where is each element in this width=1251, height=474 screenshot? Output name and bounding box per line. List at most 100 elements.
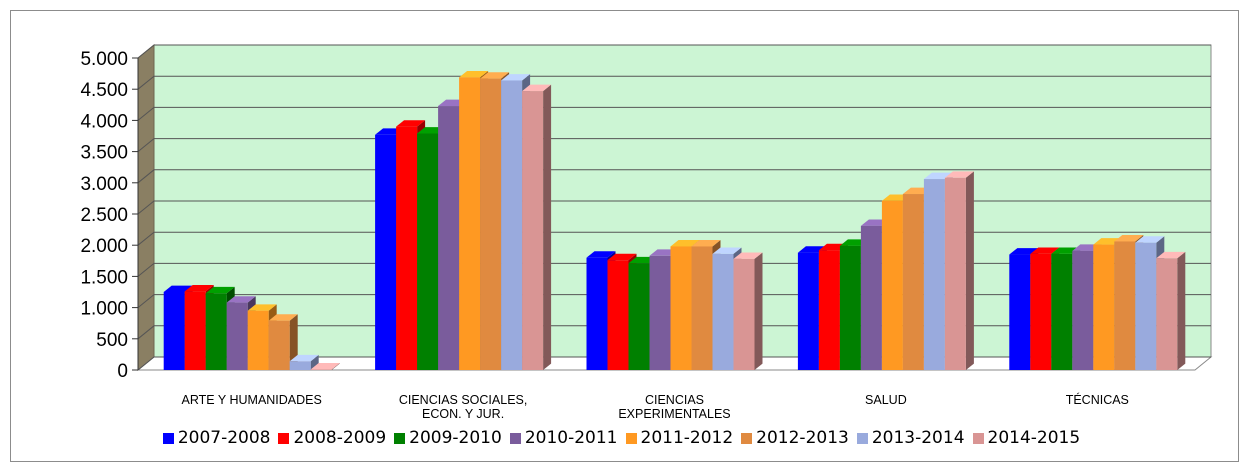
- bar-top: [1156, 251, 1186, 259]
- gridline: [137, 44, 1211, 59]
- bar-top: [1114, 235, 1144, 242]
- bar: [289, 354, 319, 370]
- legend-entry: 2009-2010: [394, 428, 502, 448]
- legend-swatch: [509, 432, 521, 444]
- bar-top: [163, 285, 193, 292]
- legend-label: 2013-2014: [871, 428, 965, 448]
- legend-swatch: [972, 432, 984, 444]
- bar: [522, 84, 552, 371]
- bar-front: [480, 78, 502, 370]
- bar-top: [712, 247, 742, 254]
- x-category-label-line: CIENCIAS SOCIALES,: [399, 393, 528, 407]
- x-category-label: CIENCIAS EXPERIMENTALES: [618, 393, 730, 421]
- y-tick-label: 500: [96, 330, 128, 351]
- bar-top: [247, 304, 277, 311]
- bar-top: [205, 286, 235, 294]
- bar-front: [205, 293, 227, 370]
- bar-front: [226, 302, 248, 370]
- bar-front: [797, 252, 819, 370]
- bar-front: [501, 80, 523, 371]
- y-tick-label: 0: [117, 361, 128, 382]
- legend-swatch: [162, 432, 174, 444]
- bar-front: [310, 369, 332, 370]
- y-tick-label: 2.500: [80, 205, 128, 226]
- bar-top: [289, 354, 319, 362]
- bar-front: [923, 179, 945, 370]
- bar-front: [268, 320, 290, 370]
- x-category-label: ARTE Y HUMANIDADES: [182, 393, 322, 407]
- bar: [944, 171, 974, 370]
- bar: [1156, 251, 1186, 370]
- bar-side: [965, 171, 974, 370]
- legend-entry: 2007-2008: [162, 428, 271, 448]
- y-axis-ticks: 0 500 1.000 1.500 2.000 2.500 3.000 3.500 4.000 4…: [80, 49, 128, 382]
- bar-front: [818, 250, 840, 370]
- legend-label: 2009-2010: [409, 428, 502, 448]
- x-category-label-line: CIENCIAS: [645, 393, 704, 407]
- bar-top: [1135, 236, 1165, 243]
- bar-top: [501, 74, 531, 81]
- gridline: [137, 231, 1211, 246]
- bar-side: [289, 314, 298, 370]
- y-tick-label: 4.500: [80, 80, 128, 101]
- legend-swatch: [394, 432, 406, 444]
- gridline: [137, 200, 1211, 215]
- legend-entry: 2014-2015: [972, 428, 1080, 448]
- legend-swatch: [625, 432, 637, 444]
- bar-top: [226, 296, 256, 303]
- x-category-label-line: TÉCNICAS: [1066, 392, 1129, 407]
- gridline: [137, 138, 1211, 152]
- bar-top: [522, 84, 552, 92]
- gridlines: [132, 44, 1211, 371]
- legend-entry: 2013-2014: [856, 428, 965, 448]
- bar-top: [184, 284, 214, 292]
- legend-entry: 2010-2011: [509, 428, 618, 448]
- bar-side: [754, 252, 763, 370]
- bar-top: [944, 171, 974, 178]
- bar-front: [459, 77, 481, 371]
- gridline: [137, 106, 1211, 121]
- legend-label: 2007-2008: [177, 428, 271, 448]
- bar-side: [543, 84, 552, 370]
- bar-front: [839, 245, 861, 370]
- bar-front: [607, 260, 629, 370]
- bar-top: [670, 240, 700, 247]
- bar-front: [184, 291, 206, 370]
- bar-front: [691, 246, 713, 370]
- x-category-label-line: EXPERIMENTALES: [618, 407, 730, 421]
- y-tick-label: 2.000: [80, 236, 128, 257]
- legend: 2007-2008 2008-2009 2009-2010 2010-2011 2011…: [0, 428, 1251, 448]
- x-category-label: CIENCIAS SOCIALES, ECON. Y JUR.: [399, 393, 528, 421]
- bar-front: [1051, 253, 1073, 370]
- y-tick-label: 5.000: [80, 49, 128, 70]
- bar-top: [480, 72, 510, 79]
- bar-front: [902, 194, 924, 370]
- bar: [310, 362, 340, 370]
- bar-front: [586, 257, 608, 370]
- bar-front: [1093, 244, 1115, 370]
- bar-front: [649, 255, 671, 370]
- x-category-label-line: ECON. Y JUR.: [422, 407, 504, 421]
- legend-swatch: [741, 432, 753, 444]
- bar-front: [670, 246, 692, 370]
- bar-side: [1177, 251, 1186, 370]
- bar-front: [733, 258, 755, 370]
- bar-top: [607, 253, 637, 261]
- bar-front: [628, 263, 650, 370]
- x-category-label-line: SALUD: [865, 393, 907, 407]
- bar-front: [247, 310, 269, 370]
- bar-top: [310, 362, 340, 370]
- bar-front: [881, 200, 903, 370]
- bar-side: [331, 362, 340, 370]
- bars: [163, 70, 1186, 371]
- bar-front: [375, 134, 397, 370]
- bar-front: [396, 126, 418, 370]
- bar-front: [860, 225, 882, 370]
- bar-front: [1072, 250, 1094, 370]
- bar-front: [712, 253, 734, 370]
- x-axis-labels: ARTE Y HUMANIDADES CIENCIAS SOCIALES, ECON…: [182, 392, 1129, 421]
- legend-swatch: [856, 432, 868, 444]
- legend-label: 2012-2013: [756, 428, 849, 448]
- legend-label: 2011-2012: [640, 428, 734, 448]
